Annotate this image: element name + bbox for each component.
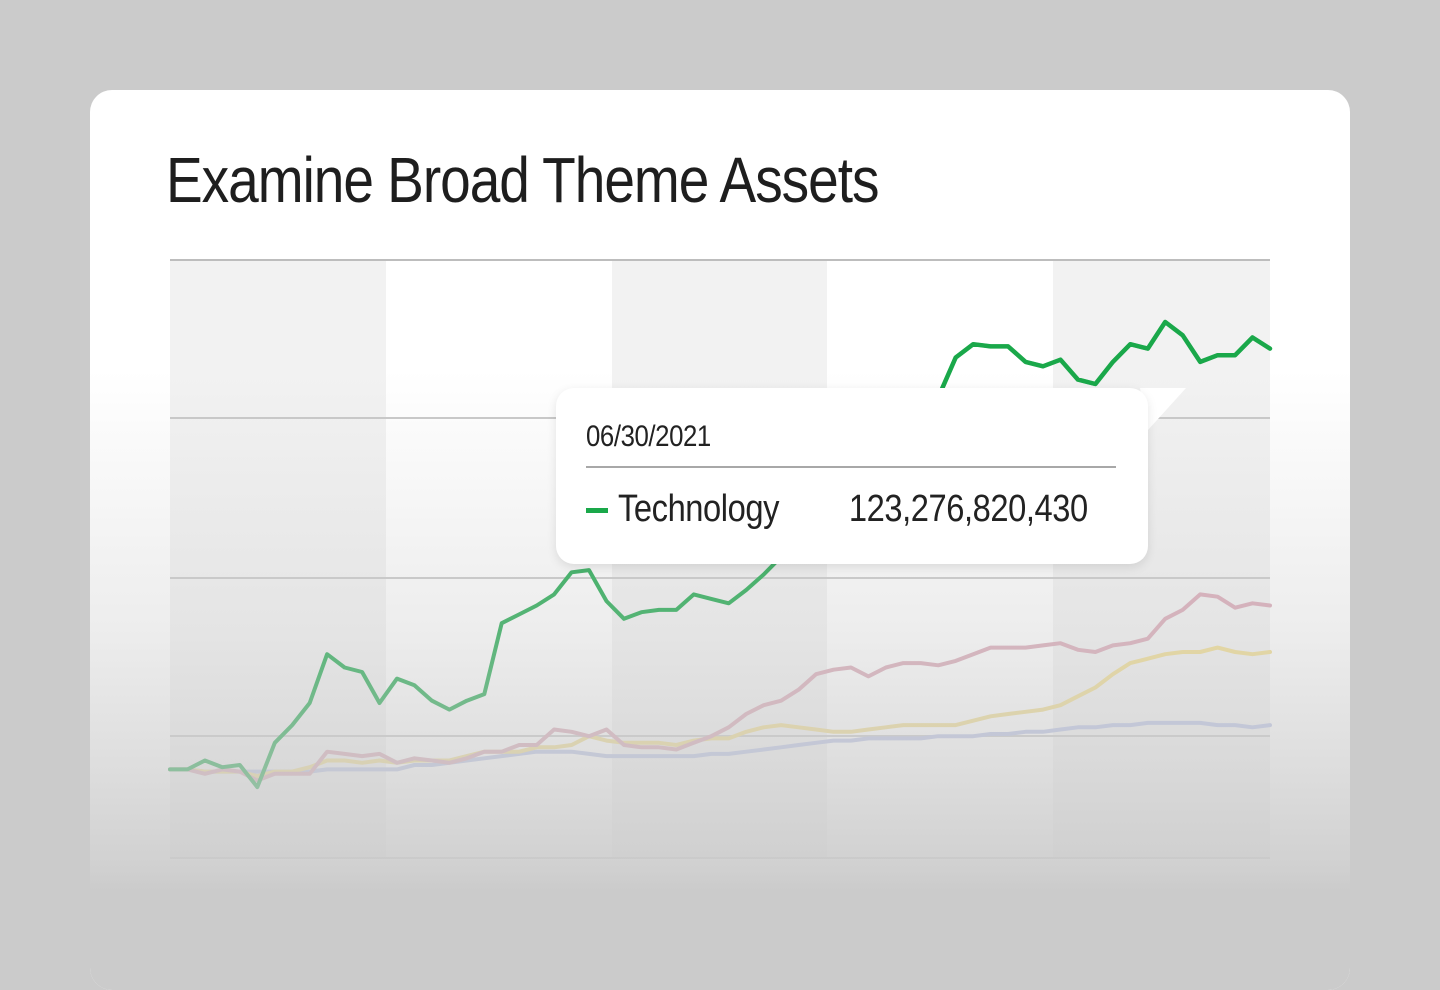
tooltip-series-value: 123,276,820,430 — [849, 488, 1088, 530]
tooltip-date: 06/30/2021 — [586, 420, 711, 453]
tooltip-pointer — [1140, 388, 1186, 430]
technology-series-highlight[interactable] — [90, 90, 1350, 990]
technology-series-line-highlight[interactable] — [170, 319, 1273, 787]
tooltip-divider — [586, 466, 1116, 468]
tooltip-series-name: Technology — [618, 488, 780, 530]
technology-legend-swatch — [586, 508, 608, 513]
data-tooltip: 06/30/2021 Technology 123,276,820,430 — [556, 388, 1148, 564]
